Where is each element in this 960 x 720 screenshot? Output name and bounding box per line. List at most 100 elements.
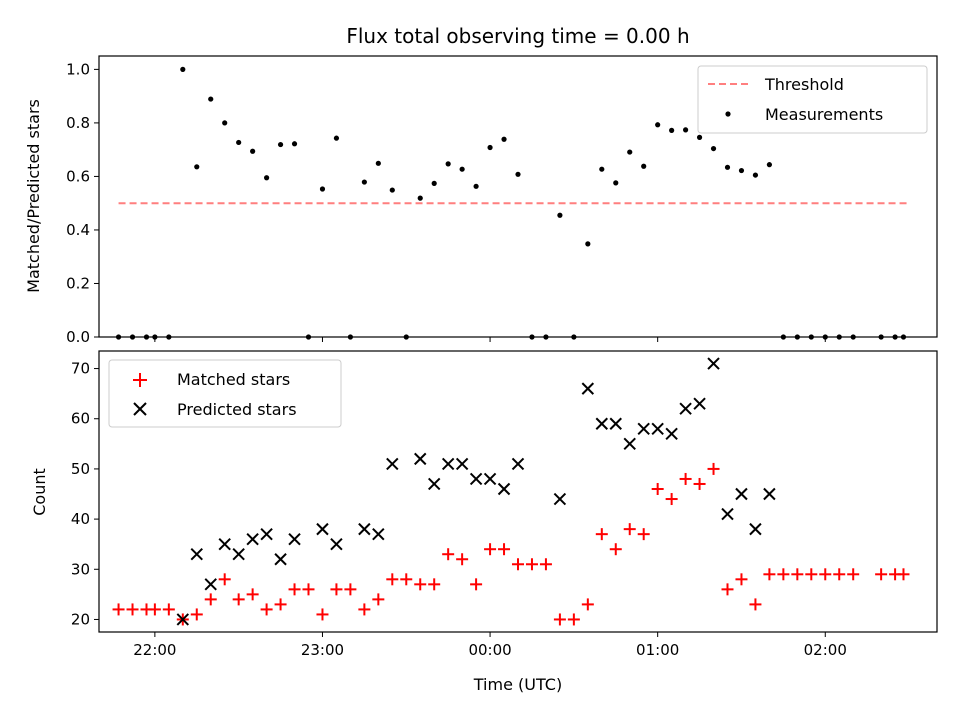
predicted-point <box>707 357 720 370</box>
matched-point <box>148 603 161 616</box>
predicted-point <box>274 553 287 566</box>
matched-point <box>595 528 608 541</box>
measurement-point <box>752 172 759 178</box>
measurement-point <box>599 166 605 172</box>
bottom-legend-box <box>108 359 342 428</box>
predicted-point <box>288 532 301 546</box>
bottom-plot-frame <box>98 350 938 633</box>
matched-point <box>637 528 650 541</box>
predicted-point <box>721 507 734 521</box>
matched-legend-swatch <box>133 373 147 387</box>
predicted-point <box>218 537 231 551</box>
predicted-point <box>595 417 609 430</box>
bottom-y-axis-label: Count <box>30 468 49 516</box>
bottom-y-tick-label: 20 <box>71 610 90 628</box>
predicted-point <box>581 382 595 395</box>
matched-point <box>470 578 483 591</box>
matched-point <box>358 603 371 616</box>
bottom-y-axis: 20 30 40 50 60 70 <box>71 360 99 628</box>
measurement-point <box>250 148 256 154</box>
predicted-point <box>735 487 748 501</box>
matched-point <box>204 593 217 606</box>
measurement-point <box>613 180 619 186</box>
predicted-point <box>553 492 567 506</box>
predicted-point <box>441 457 455 471</box>
measurement-point <box>515 171 521 177</box>
measurement-point <box>291 141 298 147</box>
matched-point <box>274 598 287 611</box>
predicted-point <box>497 482 511 496</box>
measurement-point <box>724 164 731 170</box>
matched-point <box>567 613 580 626</box>
bottom-x-axis-label: Time (UTC) <box>473 675 562 694</box>
predicted-point <box>427 477 441 491</box>
measurement-point <box>375 160 381 166</box>
measurement-point <box>208 96 214 102</box>
measurement-point <box>277 141 284 148</box>
chart-title: Flux total observing time = 0.00 h <box>346 24 689 48</box>
measurement-point <box>696 134 703 140</box>
matched-point <box>665 493 678 506</box>
predicted-point <box>190 548 203 561</box>
measurement-point <box>683 127 689 133</box>
matched-point <box>833 568 846 581</box>
measurement-point <box>180 66 186 72</box>
measurement-point <box>487 144 493 151</box>
matched-point <box>512 558 524 571</box>
bottom-y-tick-label: 70 <box>71 360 90 378</box>
matched-point <box>112 603 125 616</box>
predicted-point <box>609 417 622 430</box>
measurement-point <box>473 183 479 189</box>
measurement-point <box>319 186 326 192</box>
measurement-point <box>459 166 465 172</box>
bottom-x-tick-label: 02:00 <box>804 641 847 659</box>
bottom-x-tick-label: 01:00 <box>636 641 679 659</box>
top-legend-box <box>697 65 928 134</box>
predicted-legend-label: Predicted stars <box>177 400 297 419</box>
bottom-y-tick-label: 40 <box>71 510 90 528</box>
measurement-point <box>333 135 340 141</box>
matched-point <box>232 593 245 606</box>
matched-point <box>735 573 748 586</box>
top-y-axis: 0.0 0.2 0.4 0.6 0.8 1.0 <box>66 60 99 346</box>
predicted-point <box>455 457 469 471</box>
measurement-point <box>445 161 451 167</box>
matched-point <box>777 568 790 581</box>
measurements-legend-swatch <box>725 111 731 117</box>
predicted-point <box>176 613 190 626</box>
measurement-point <box>194 164 200 170</box>
predicted-point <box>511 457 525 471</box>
bottom-y-tick-label: 30 <box>71 560 90 578</box>
measurement-point <box>557 212 563 218</box>
matched-point <box>498 543 511 556</box>
predicted-point <box>665 427 678 441</box>
matched-point <box>330 583 343 596</box>
predicted-point <box>414 452 427 466</box>
top-y-tick-label: 0.8 <box>66 114 90 132</box>
matched-point <box>190 608 203 621</box>
matched-point <box>707 462 720 475</box>
predicted-legend-swatch <box>133 402 147 416</box>
matched-point <box>372 593 385 606</box>
matched-point <box>456 553 469 566</box>
bottom-x-tick-label: 23:00 <box>301 641 344 659</box>
top-y-tick-label: 0.0 <box>66 328 90 346</box>
threshold-legend-label: Threshold <box>764 75 844 94</box>
matched-point <box>763 568 776 581</box>
top-plot-frame <box>98 55 938 338</box>
measurement-point <box>222 120 228 126</box>
predicted-point <box>679 402 692 415</box>
matched-point <box>218 573 231 586</box>
matched-point <box>623 523 636 536</box>
predicted-point <box>358 522 371 536</box>
matched-point <box>553 613 566 626</box>
top-y-tick-label: 0.6 <box>66 167 90 185</box>
measurement-point <box>236 139 242 146</box>
top-y-tick-label: 1.0 <box>66 60 90 78</box>
measurement-point <box>417 195 423 201</box>
predicted-point <box>232 548 245 561</box>
predicted-point <box>246 532 259 546</box>
matched-point <box>386 573 399 586</box>
top-y-tick-label: 0.2 <box>66 274 90 292</box>
measurement-point <box>738 167 745 174</box>
